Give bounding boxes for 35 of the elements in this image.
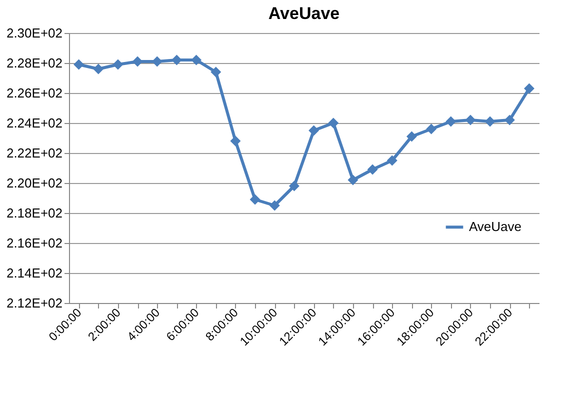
point (504, 114, 515, 126)
point (112, 59, 124, 70)
y-tick-label: 2.26E+02 (6, 86, 62, 100)
y-tick-label: 2.30E+02 (6, 26, 62, 40)
y-tick-label: 2.18E+02 (6, 206, 62, 220)
point (348, 174, 358, 186)
y-tick-label: 2.22E+02 (6, 146, 62, 160)
point (367, 164, 378, 175)
y-tick-label: 2.24E+02 (6, 116, 62, 130)
point (171, 54, 182, 66)
point (308, 125, 320, 136)
point (230, 136, 241, 146)
chart-title: AveUave (268, 4, 340, 23)
point (93, 64, 104, 74)
point (465, 114, 476, 126)
point (210, 66, 222, 78)
point (328, 118, 339, 128)
y-tick-label: 2.28E+02 (6, 56, 62, 70)
legend-label: AveUave (469, 219, 522, 234)
point (386, 155, 398, 166)
point (288, 180, 300, 192)
point (269, 200, 280, 211)
y-tick-label: 2.14E+02 (6, 266, 62, 280)
y-tick-label: 2.16E+02 (6, 236, 62, 250)
point (446, 116, 456, 127)
y-tick-label: 2.12E+02 (6, 296, 62, 310)
point (250, 194, 260, 205)
y-tick-label: 2.20E+02 (6, 176, 62, 190)
point (132, 56, 143, 67)
point (74, 59, 84, 70)
point (484, 116, 496, 127)
point (524, 83, 534, 94)
point (191, 54, 202, 66)
point (426, 124, 437, 134)
point (406, 131, 417, 142)
